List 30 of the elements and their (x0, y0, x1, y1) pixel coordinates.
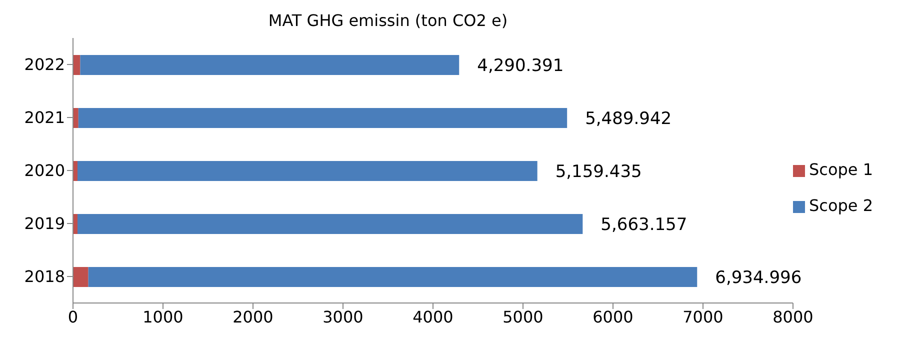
bar (73, 108, 78, 128)
x-tick-label: 4000 (412, 307, 454, 326)
y-tick-label: 2021 (24, 108, 65, 128)
x-tick-label: 2000 (232, 307, 274, 326)
bar (80, 55, 460, 75)
legend-label: Scope 1 (808, 160, 873, 179)
bar (73, 55, 80, 75)
x-tick-label: 8000 (772, 307, 814, 326)
x-tick-label: 5000 (502, 307, 544, 326)
y-tick-label: 2020 (24, 161, 65, 180)
total-label: 5,159.435 (555, 162, 642, 182)
total-label: 5,663.157 (600, 215, 688, 235)
bar (73, 267, 88, 287)
chart-title: MAT GHG emissin (ton CO2 e) (267, 10, 509, 32)
y-tick-label: 2019 (24, 214, 65, 234)
legend-label: Scope 2 (808, 196, 873, 215)
y-tick-label: 2018 (24, 267, 65, 286)
bar (78, 108, 568, 128)
total-label: 4,290.391 (477, 56, 564, 76)
x-tick-label: 0 (68, 307, 78, 326)
bar (78, 161, 538, 181)
bar (78, 214, 583, 234)
x-tick-label: 7000 (682, 307, 724, 326)
bar (88, 267, 698, 287)
total-label: 5,489.942 (585, 109, 672, 129)
x-tick-label: 6000 (592, 307, 634, 326)
x-tick-label: 1000 (142, 307, 184, 326)
y-tick-label: 2022 (24, 55, 65, 74)
x-tick-label: 3000 (322, 307, 364, 326)
total-label: 6,934.996 (715, 268, 802, 288)
